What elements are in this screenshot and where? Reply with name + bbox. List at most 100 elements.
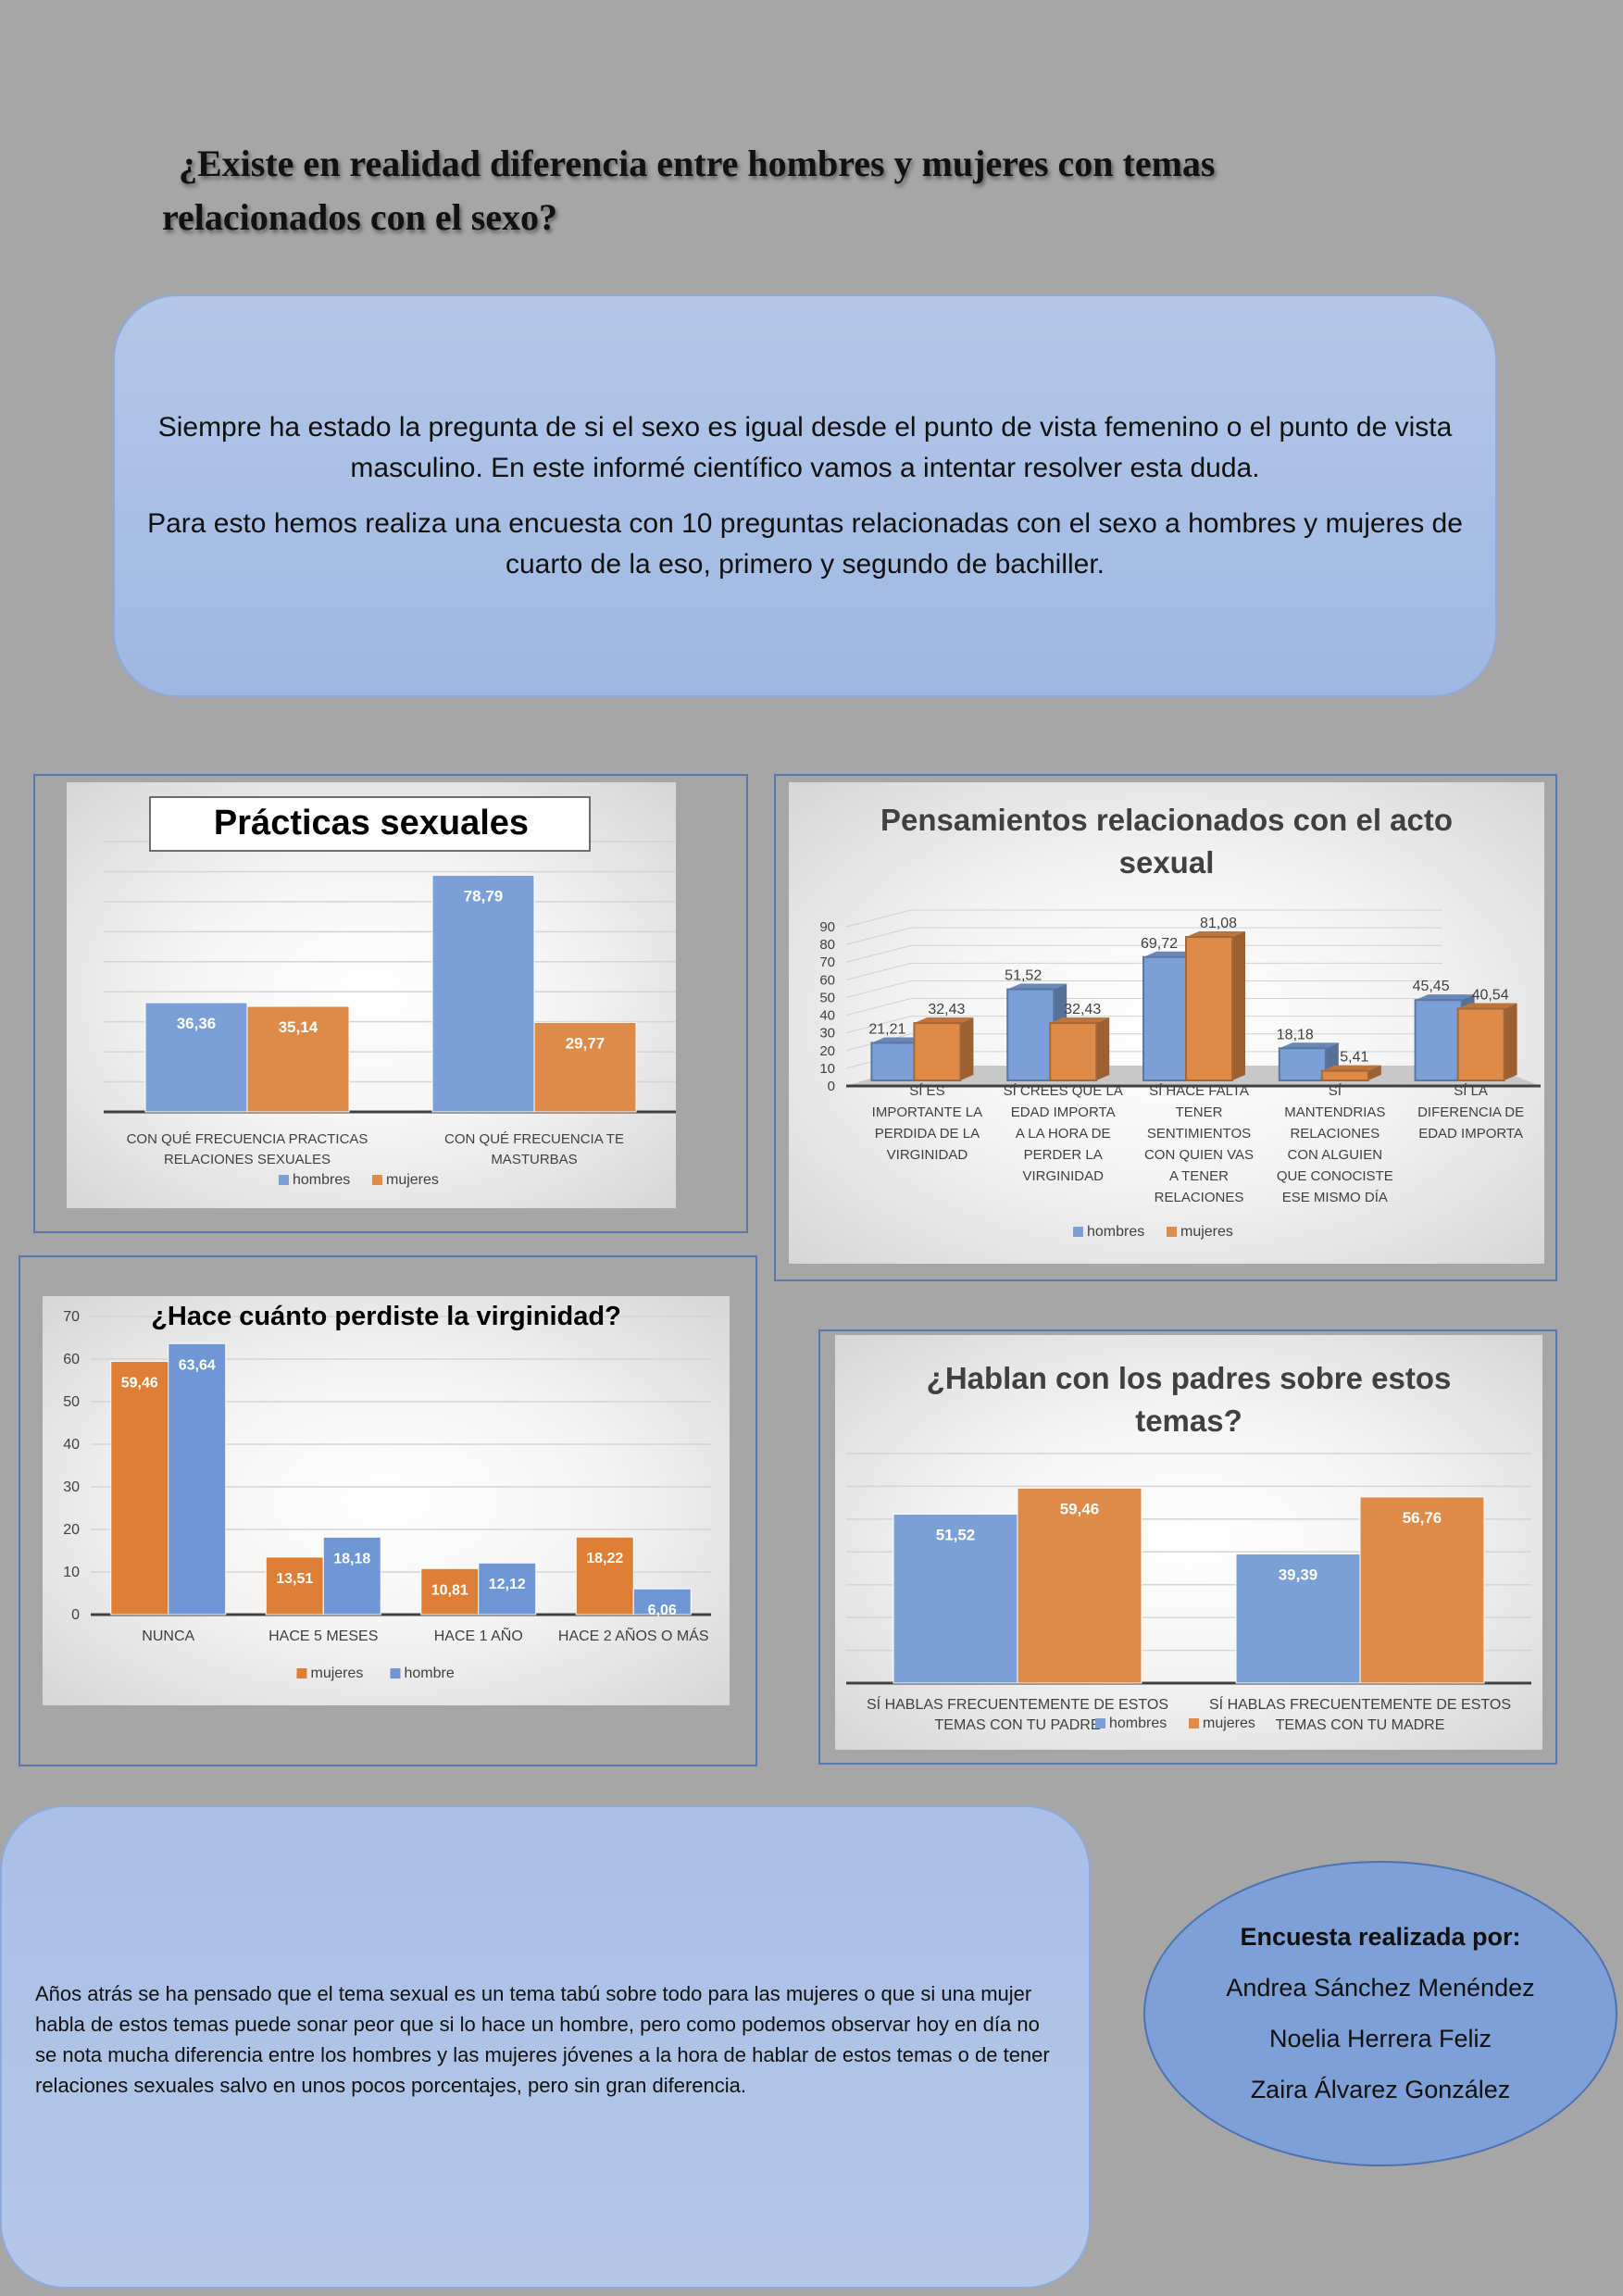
- legend-label: mujeres: [311, 1666, 364, 1681]
- chart-title: ¿Hablan con los padres sobre estos: [927, 1361, 1452, 1395]
- intro-paragraph-2: Para esto hemos realiza una encuesta con…: [147, 507, 1463, 580]
- y-tick-label: 60: [819, 972, 835, 988]
- conclusion-text: Años atrás se ha pensado que el tema sex…: [35, 1982, 1050, 2097]
- data-label: 51,52: [936, 1526, 976, 1543]
- bar: [575, 1536, 634, 1616]
- bar: [168, 1342, 227, 1616]
- credits-title: Encuesta realizada por:: [1240, 1923, 1521, 1951]
- bar-side: [1232, 931, 1245, 1080]
- gridline: [845, 998, 1442, 1017]
- chart-practicas-sexuales: 36,36 78,79 35,14 29,77 CON QUÉ FRECUENCIA P…: [67, 782, 676, 1208]
- data-label: 32,43: [1064, 1002, 1101, 1017]
- poster-title-line-1: ¿Existe en realidad diferencia entre hom…: [179, 143, 1216, 184]
- bar: [913, 1022, 962, 1082]
- chart-legend: hombres mujeres: [1095, 1716, 1255, 1731]
- y-tick-label: 30: [819, 1026, 835, 1042]
- bar: [1456, 1007, 1505, 1082]
- legend-label: hombres: [1087, 1224, 1144, 1240]
- poster-title-line-2: relacionados con el sexo?: [162, 196, 558, 238]
- bar: [1017, 1487, 1142, 1684]
- y-tick-label: 80: [819, 937, 835, 953]
- gridline: [845, 962, 1442, 980]
- data-label: 81,08: [1200, 916, 1237, 931]
- data-label: 45,45: [1413, 979, 1450, 994]
- intro-paragraph-1: Siempre ha estado la pregunta de si el s…: [157, 411, 1453, 483]
- gridline: [845, 1016, 1442, 1034]
- legend-swatch: [372, 1175, 382, 1185]
- category-label: SÍ ES IMPORTANTE LA PERDIDA DE LA VIRGINIDA…: [872, 1083, 982, 1163]
- data-label: 78,79: [464, 887, 504, 905]
- legend-label: mujeres: [386, 1172, 439, 1188]
- legend-label: hombres: [1109, 1716, 1167, 1731]
- bar: [431, 874, 535, 1113]
- chart-frame-pensamientos: [774, 774, 1557, 1281]
- data-label: 39,39: [1279, 1566, 1318, 1583]
- category-label: CON QUÉ FRECUENCIA PRACTICAS RELACIONES S…: [127, 1131, 368, 1167]
- credits-name-3: Zaira Álvarez González: [1250, 2076, 1511, 2103]
- bar: [1414, 999, 1463, 1081]
- y-tick-label: 20: [63, 1522, 80, 1538]
- bar-side: [1504, 1003, 1517, 1080]
- chart-virginidad: 0 10 20 30 40 50 60 70 59,46 13,51 10,81 18,22 63,64…: [43, 1296, 730, 1705]
- chart-padres: 51,52 39,39 59,46 56,76 SÍ HABLAS FRECUENTEM…: [835, 1335, 1542, 1750]
- y-tick-label: 60: [63, 1352, 80, 1367]
- data-label: 5,41: [1340, 1050, 1368, 1066]
- category-label: HACE 5 MESES: [268, 1628, 378, 1644]
- data-label: 40,54: [1472, 988, 1509, 1004]
- category-label: SÍ LA DIFERENCIA DE EDAD IMPORTA: [1417, 1083, 1524, 1142]
- data-label: 13,51: [276, 1571, 313, 1587]
- y-tick-label: 10: [63, 1565, 80, 1580]
- bar: [265, 1556, 324, 1616]
- bar: [420, 1567, 480, 1616]
- bar-top: [914, 1017, 974, 1024]
- bar: [1185, 936, 1233, 1081]
- y-tick-label: 0: [71, 1607, 80, 1623]
- y-tick-label: 70: [819, 955, 835, 970]
- category-label: SÍ HACE FALTA TENER SENTIMIENTOS CON QUIEN …: [1144, 1083, 1254, 1205]
- bar: [1359, 1496, 1485, 1684]
- data-label: 18,18: [1277, 1027, 1314, 1042]
- chart-title: ¿Hace cuánto perdiste la virginidad?: [151, 1302, 621, 1331]
- legend-swatch: [1073, 1227, 1083, 1237]
- credits-name-2: Noelia Herrera Feliz: [1268, 2025, 1492, 2053]
- bar: [246, 1005, 350, 1113]
- bar: [533, 1021, 637, 1113]
- bar: [632, 1588, 692, 1616]
- data-label: 36,36: [177, 1015, 217, 1032]
- y-tick-label: 20: [819, 1043, 835, 1059]
- chart-title: Prácticas sexuales: [214, 804, 529, 842]
- data-label: 59,46: [1060, 1500, 1100, 1517]
- chart-frame-practicas: [33, 774, 748, 1233]
- legend-swatch: [279, 1175, 289, 1185]
- data-label: 35,14: [279, 1018, 318, 1036]
- y-tick-label: 30: [63, 1479, 80, 1495]
- legend-swatch: [1167, 1227, 1177, 1237]
- data-label: 10,81: [431, 1582, 468, 1598]
- category-label: HACE 1 AÑO: [434, 1626, 523, 1644]
- bar-top: [1457, 1003, 1517, 1009]
- legend-swatch: [390, 1668, 401, 1678]
- chart-legend: mujeres hombre: [296, 1666, 455, 1681]
- chart-pensamientos: 0 10 20 30 40 50 60 70 80 90 21,21 51,52 69,72 18,18 4…: [789, 782, 1544, 1264]
- data-label: 18,22: [586, 1551, 623, 1566]
- category-label: SÍ CREES QUE LA EDAD IMPORTA A LA HORA DE P…: [1004, 1083, 1123, 1184]
- conclusion-box: Años atrás se ha pensado que el tema sex…: [0, 1805, 1091, 2289]
- y-tick-label: 70: [63, 1309, 80, 1325]
- data-label: 59,46: [121, 1375, 158, 1391]
- credits-ellipse: Encuesta realizada por: Andrea Sánchez M…: [1143, 1861, 1617, 2166]
- bar-top: [1007, 983, 1067, 990]
- bar: [110, 1360, 169, 1616]
- gridline: [845, 927, 1442, 945]
- bar-side: [1367, 1065, 1381, 1080]
- bar: [1142, 955, 1191, 1081]
- bar: [1049, 1022, 1098, 1082]
- category-label: CON QUÉ FRECUENCIA TE MASTURBAS: [444, 1131, 624, 1167]
- intro-box: Siempre ha estado la pregunta de si el s…: [113, 294, 1497, 697]
- bar: [1235, 1553, 1361, 1684]
- gridline: [845, 909, 1442, 928]
- y-tick-label: 90: [819, 919, 835, 935]
- legend-swatch: [1189, 1718, 1199, 1728]
- bar-side: [1096, 1017, 1110, 1080]
- chart-frame-padres: [818, 1329, 1557, 1765]
- bar-top: [1321, 1065, 1381, 1071]
